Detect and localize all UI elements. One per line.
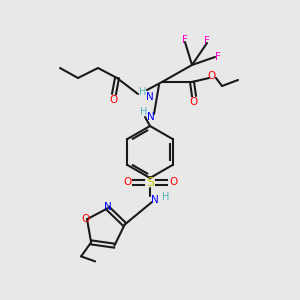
Text: O: O: [169, 177, 177, 187]
Text: O: O: [190, 97, 198, 107]
Text: O: O: [123, 177, 131, 187]
Text: H: H: [162, 192, 170, 202]
Text: H: H: [140, 107, 148, 117]
Text: H: H: [139, 87, 147, 97]
Text: N: N: [146, 92, 154, 102]
Text: N: N: [151, 195, 159, 205]
Text: F: F: [204, 36, 210, 46]
Text: S: S: [146, 176, 154, 188]
Text: O: O: [208, 71, 216, 81]
Text: F: F: [182, 35, 188, 45]
Text: N: N: [104, 202, 112, 212]
Text: O: O: [109, 95, 117, 105]
Text: O: O: [81, 214, 89, 224]
Text: F: F: [215, 52, 221, 62]
Text: N: N: [147, 112, 155, 122]
